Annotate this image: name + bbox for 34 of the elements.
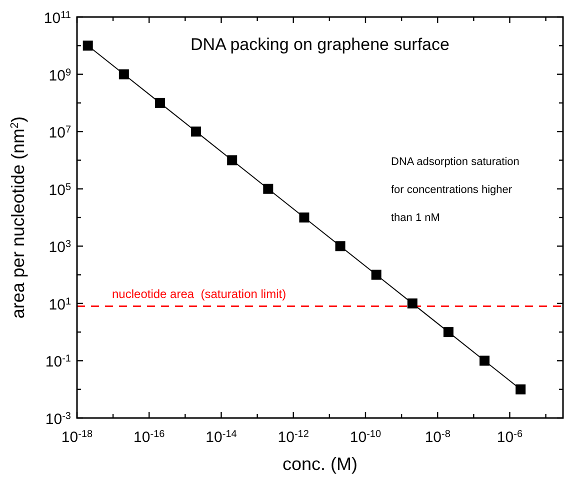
annotation: for concentrations higher [391,184,512,196]
point [299,212,310,222]
point [82,40,93,51]
y-tick-label: 10$^{3}$ [48,238,72,256]
y-tick-label: 10$^{5}$ [48,181,72,199]
x-tick-label: 10$^{-18}$ [61,428,94,446]
ref-line-label: nucleotide area (saturation limit) [112,287,286,302]
y-tick-label: 10$^{11}$ [44,10,72,27]
annotation: than 1 nM [391,212,440,224]
y-tick-label: 10$^{-3}$ [45,410,72,428]
point [118,69,129,80]
point [263,184,274,194]
point [407,298,418,308]
point [443,327,454,338]
y-tick-label: 10$^{-1}$ [45,353,72,371]
y-tick-label: 10$^{7}$ [48,124,72,142]
point [335,241,346,252]
x-tick-label: 10$^{-8}$ [424,428,451,446]
x-tick-label: 10$^{-6}$ [496,428,523,446]
x-tick-label: 10$^{-14}$ [206,428,238,446]
text: DNA packing on graphene surface [190,35,450,54]
y-tick-label: 10$^{9}$ [48,66,72,84]
x-tick-label: 10$^{-12}$ [278,428,310,446]
point [480,356,490,366]
point [191,126,202,137]
x-tick-label: 10$^{-16}$ [134,428,166,446]
x-axis-title: conc. (M) [282,454,358,474]
point [154,98,165,108]
point [227,155,238,166]
point [371,270,382,280]
annotation: DNA adsorption saturation [391,156,520,168]
y-tick-label: 10$^{1}$ [48,296,72,314]
point [516,384,526,394]
x-tick-label: 10$^{-10}$ [350,428,382,446]
